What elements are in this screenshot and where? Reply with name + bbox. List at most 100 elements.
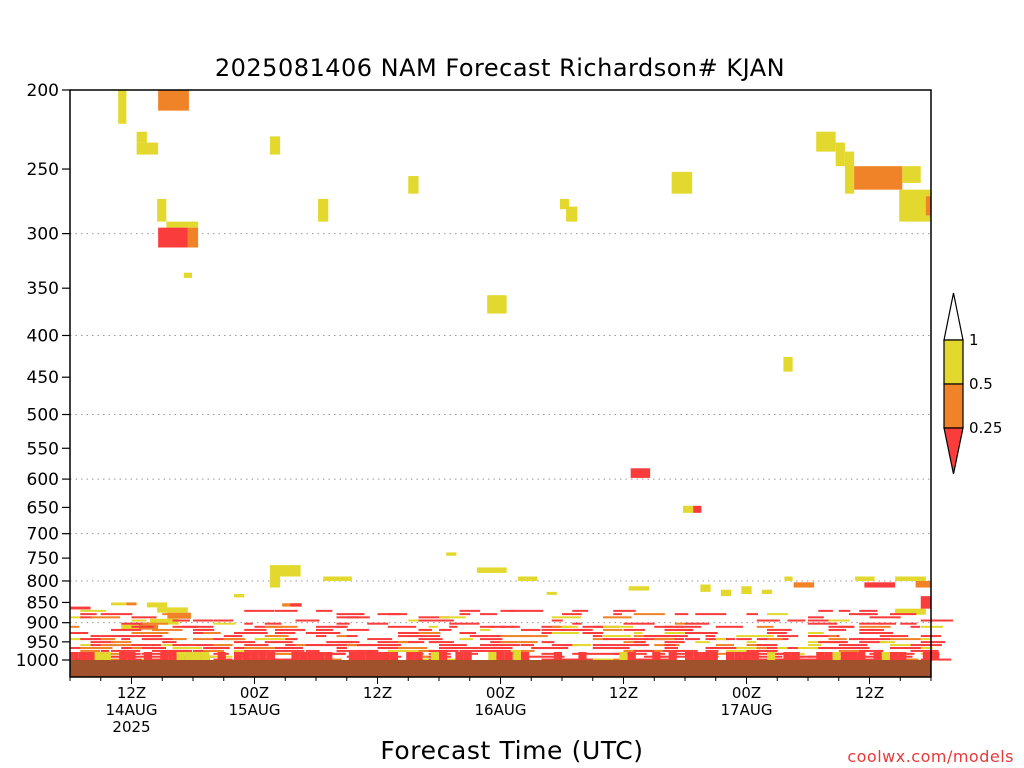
heatmap-cell: [203, 649, 219, 652]
heatmap-cell: [559, 198, 570, 210]
y-tick-label: 850: [27, 593, 59, 613]
heatmap-cell: [387, 625, 417, 628]
heatmap-cell: [365, 652, 374, 660]
heatmap-cell: [701, 652, 710, 660]
heatmap-cell: [295, 619, 320, 622]
heatmap-cell: [131, 625, 155, 628]
heatmap-cell: [546, 591, 557, 595]
heatmap-cell: [275, 652, 308, 655]
heatmap-cell: [920, 619, 954, 622]
heatmap-cell: [695, 613, 727, 616]
heatmap-cell: [152, 647, 167, 650]
heatmap-cell: [818, 609, 833, 612]
heatmap-cell: [623, 622, 655, 625]
heatmap-cell: [783, 652, 792, 660]
heatmap-cell: [439, 652, 448, 660]
heatmap-cell: [408, 647, 418, 650]
y-axis: 200 250 300 350 400 450 500 550 600 650 700 750 8008…: [16, 81, 70, 671]
heatmap-cell: [357, 649, 376, 652]
heatmap-cell: [746, 613, 759, 616]
heatmap-cell: [176, 652, 185, 660]
heatmap-cell: [572, 628, 587, 631]
heatmap-cell: [572, 622, 582, 625]
heatmap-cell: [269, 565, 301, 577]
heatmap-cell: [654, 658, 675, 661]
heatmap-cell: [80, 647, 113, 650]
heatmap-cell: [633, 641, 646, 644]
heatmap-cell: [685, 652, 694, 660]
heatmap-cell: [859, 625, 891, 628]
credit-text: coolwx.com/models: [847, 747, 1014, 766]
heatmap-cell: [500, 635, 530, 638]
heatmap-cell: [756, 625, 774, 628]
heatmap-cell: [234, 632, 252, 635]
heatmap-cell: [879, 632, 894, 635]
heatmap-cell: [664, 644, 676, 647]
heatmap-cell: [741, 586, 752, 595]
heatmap-cell: [859, 641, 887, 644]
y-tick-label: 200: [27, 81, 59, 101]
x-tick-label: 15AUG: [229, 701, 281, 719]
heatmap-cell: [705, 649, 719, 652]
colorbar-under-triangle: [943, 427, 964, 475]
y-tick-label: 450: [27, 368, 59, 388]
heatmap-cell: [346, 635, 358, 638]
heatmap-cell: [510, 609, 544, 612]
heatmap-cell: [572, 652, 604, 655]
heatmap-cell: [900, 658, 919, 661]
heatmap-cell: [720, 589, 732, 597]
heatmap-cell: [305, 632, 329, 635]
heatmap-cell: [490, 625, 506, 628]
heatmap-cell: [890, 644, 912, 647]
heatmap-cell: [671, 171, 693, 194]
heatmap-cell: [603, 638, 635, 641]
heatmap-cell: [674, 652, 686, 655]
plot-frame: [69, 89, 932, 678]
heatmap-cell: [203, 628, 215, 631]
heatmap-cell: [756, 635, 774, 638]
heatmap-cell: [808, 644, 822, 647]
heatmap-cell: [264, 625, 298, 628]
heatmap-cell: [121, 647, 141, 650]
heatmap-cell: [80, 613, 97, 616]
heatmap-cell: [264, 635, 289, 638]
heatmap-cell: [193, 619, 214, 622]
heatmap-cell: [767, 638, 783, 641]
heatmap-cell: [111, 655, 124, 658]
heatmap-cell: [459, 649, 485, 652]
heatmap-cell: [316, 628, 334, 631]
heatmap-cell: [578, 652, 587, 660]
colorbar-over-triangle: [943, 292, 964, 341]
heatmap-cell: [613, 609, 636, 612]
heatmap-cell: [726, 652, 735, 660]
heatmap-cell: [152, 635, 162, 638]
heatmap-cell: [418, 619, 431, 622]
heatmap-cell: [244, 628, 267, 631]
heatmap-cell: [418, 638, 443, 641]
heatmap-cell: [381, 652, 390, 660]
heatmap-cell: [121, 638, 131, 641]
heatmap-cell: [715, 625, 743, 628]
heatmap-cell: [264, 622, 282, 625]
heatmap-cell: [469, 647, 490, 650]
heatmap-cell: [808, 616, 824, 619]
heatmap-cell: [840, 652, 849, 660]
heatmap-cell: [428, 641, 454, 644]
heatmap-cell: [551, 619, 563, 622]
heatmap-cell: [70, 616, 83, 619]
heatmap-cell: [172, 619, 190, 622]
heatmap-cell: [387, 613, 408, 616]
heatmap-cell: [835, 142, 845, 167]
heatmap-cell: [824, 652, 833, 660]
heatmap-cell: [869, 616, 901, 619]
heatmap-cell: [203, 632, 221, 635]
colorbar-tick-label: 0.5: [969, 375, 993, 393]
heatmap-cell: [693, 505, 702, 513]
heatmap-cell: [70, 652, 79, 660]
heatmap-cell: [162, 644, 181, 647]
heatmap-cell: [693, 652, 702, 660]
heatmap-cell: [920, 638, 932, 641]
heatmap-cell: [78, 652, 87, 660]
heatmap-cell: [900, 647, 931, 650]
heatmap-cell: [377, 647, 396, 650]
